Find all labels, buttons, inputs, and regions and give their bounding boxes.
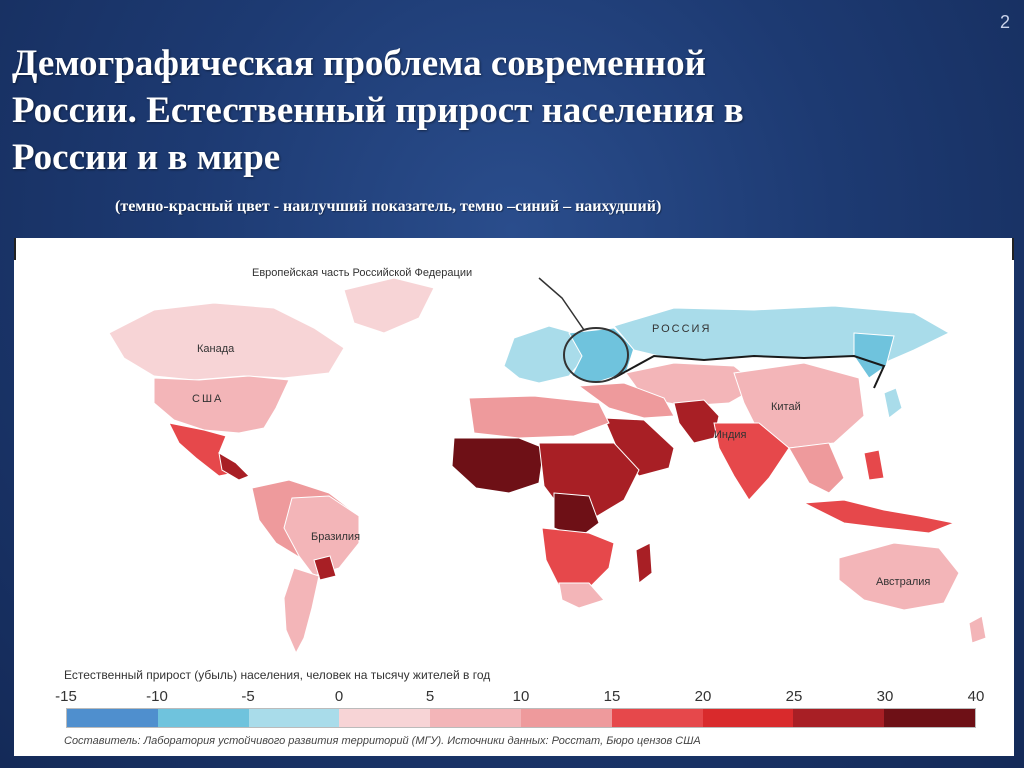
legend-tick-label: 20 [694,688,712,705]
world-map: Европейская часть Российской Федерации Р… [108,267,987,655]
region-paraguay [313,555,337,581]
region-china [733,362,865,449]
legend-swatch [884,709,975,727]
region-greenland [343,277,435,334]
legend-tick-label: -15 [55,688,77,705]
legend-tick-label: 0 [334,688,344,705]
region-north-africa [468,395,610,439]
legend-swatch [793,709,885,727]
legend-tick-label: 5 [425,688,435,705]
map-panel: Европейская часть Российской Федерации Р… [14,238,1014,756]
region-south-africa [558,582,605,609]
region-indonesia [802,499,956,534]
region-europe [503,325,585,384]
region-japan [883,387,903,419]
legend-color-scale [66,708,976,728]
region-southern-africa [541,527,615,594]
european-russia-callout-label: Европейская часть Российской Федерации [252,267,472,279]
legend-tick-label: 25 [785,688,803,705]
region-european-russia [568,327,635,384]
legend-swatch [67,709,158,727]
panel-edge-left [14,238,16,260]
legend-swatch [520,709,612,727]
legend-tick-label: 40 [967,688,985,705]
region-russia-far-east [853,332,895,379]
region-madagascar [635,542,653,584]
legend-tick-label: 30 [876,688,894,705]
label-russia: РОССИЯ [652,323,711,335]
region-southeast-asia [788,442,845,494]
slide-title: Демографическая проблема современной Рос… [12,43,744,178]
legend-tick-label: -5 [241,688,255,705]
legend-swatch [611,709,703,727]
label-usa: США [192,393,223,405]
region-usa [153,375,290,434]
region-canada [108,302,345,381]
russia-border-line [613,354,886,389]
region-sahel-west-africa [451,437,545,494]
label-china: Китай [771,401,801,413]
label-brazil: Бразилия [311,531,360,543]
label-india: Индия [714,429,747,441]
region-philippines [863,449,885,481]
region-australia [838,542,960,611]
region-turkey-iran [577,382,675,419]
slide-subtitle: (темно-красный цвет - наилучший показате… [115,198,662,215]
panel-edge-right [1012,238,1014,260]
region-central-america [218,452,250,481]
source-note: Составитель: Лаборатория устойчивого раз… [64,735,701,747]
legend-tick-label: 15 [603,688,621,705]
legend-title: Естественный прирост (убыль) населения, … [64,668,491,682]
label-australia: Австралия [876,576,930,588]
region-india [713,422,790,501]
slide-number: 2 [999,12,1010,32]
legend-ticks: -15 -10 -5 0 5 10 15 20 25 30 40 [55,688,984,706]
label-canada: Канада [197,343,235,355]
legend-tick-label: 10 [512,688,530,705]
legend-tick-label: -10 [146,688,168,705]
region-congo [553,492,600,539]
region-new-zealand [968,615,987,644]
region-brazil [283,495,360,577]
european-russia-callout-circle [563,327,629,383]
legend-swatch [430,709,521,727]
legend-swatch [702,709,794,727]
region-south-america-south [283,567,320,655]
legend-swatch [157,709,249,727]
region-afghanistan-pakistan [673,399,720,444]
legend-swatch [339,709,431,727]
legend-swatch [248,709,340,727]
european-russia-callout-line [538,277,585,331]
